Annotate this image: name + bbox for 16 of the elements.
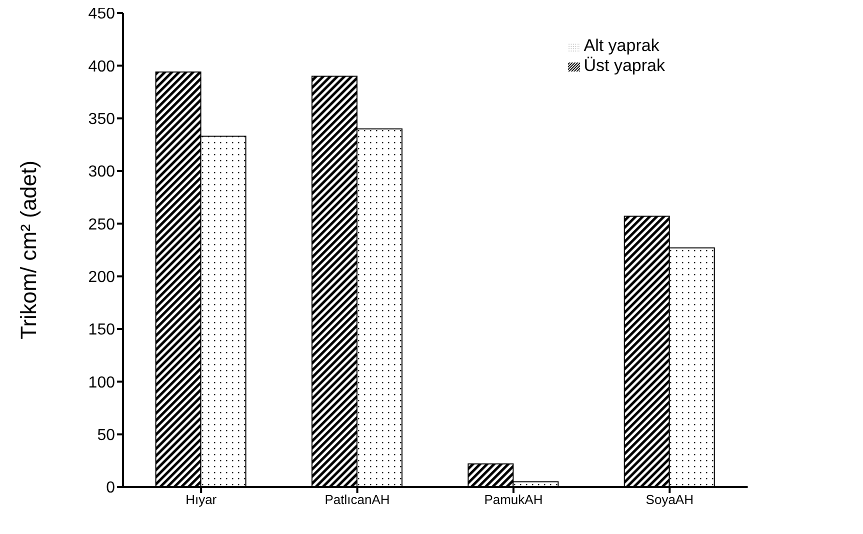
- y-tick-label: 150: [88, 322, 116, 339]
- x-tick-label: SoyaAH: [646, 492, 694, 508]
- x-tick-label: PatlıcanAH: [324, 492, 390, 508]
- y-tick-label: 100: [88, 374, 116, 392]
- x-tick-label: PamukAH: [484, 492, 543, 508]
- y-tick-label: 200: [88, 269, 116, 286]
- y-axis-title: Trikom/ cm² (adet): [16, 160, 41, 340]
- y-tick-label: 0: [106, 480, 116, 497]
- legend-label: Alt yaprak: [584, 36, 660, 55]
- y-tick-label: 400: [88, 58, 116, 76]
- x-tick-label: Hıyar: [186, 492, 218, 508]
- y-tick-label: 50: [97, 427, 116, 444]
- y-tick-label: 350: [88, 111, 116, 128]
- y-tick-label: 300: [88, 164, 116, 181]
- y-tick-label: 250: [88, 216, 116, 234]
- legend-label: Üst yaprak: [584, 56, 665, 75]
